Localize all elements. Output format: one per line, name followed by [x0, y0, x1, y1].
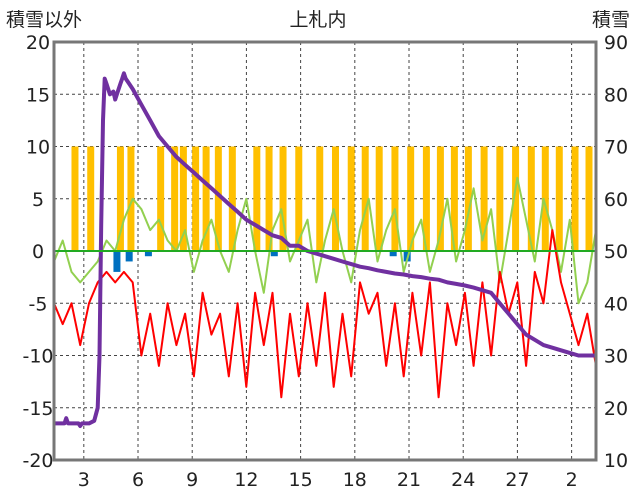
sunshine-bar [316, 146, 324, 251]
right-axis-label: 積雪 [592, 9, 630, 31]
y-right-tick-label: 80 [604, 84, 628, 106]
sunshine-bar [450, 146, 458, 251]
x-tick-label: 24 [451, 469, 475, 491]
sunshine-bar [331, 146, 339, 251]
sunshine-bar [214, 146, 222, 251]
plot-border [52, 40, 598, 462]
x-tick-label: 2 [566, 469, 578, 491]
y-left-tick-label: -10 [22, 346, 53, 368]
sunshine-bar [228, 146, 236, 251]
sunshine-bar [295, 146, 303, 251]
y-right-tick-label: 10 [604, 450, 628, 472]
sunshine-bar [192, 146, 200, 251]
sunshine-bar [541, 146, 549, 251]
left-axis-label: 積雪以外 [6, 9, 82, 31]
y-right-tick-label: 60 [604, 189, 628, 211]
y-left-tick-label: 10 [26, 137, 50, 159]
sunshine-bar [391, 146, 399, 251]
sunshine-bar [375, 146, 383, 251]
y-right-tick-label: 30 [604, 346, 628, 368]
bar-series [71, 146, 593, 272]
sunshine-bar [265, 146, 273, 251]
x-tick-label: 15 [289, 469, 313, 491]
sunshine-bar [361, 146, 369, 251]
y-left-tick-label: 0 [32, 241, 44, 263]
sunshine-bar [512, 146, 520, 251]
sunshine-bar [179, 146, 187, 251]
sunshine-bar [496, 146, 504, 251]
sunshine-bar [422, 146, 430, 251]
sunshine-bar [127, 146, 135, 251]
y-right-tick-label: 90 [604, 32, 628, 54]
x-tick-label: 27 [505, 469, 529, 491]
y-left-tick-label: 15 [26, 84, 50, 106]
precip-bar [144, 251, 152, 257]
line-series [53, 71, 597, 428]
x-tick-label: 21 [397, 469, 421, 491]
sunshine-bar [71, 146, 79, 251]
sunshine-bar [279, 146, 287, 251]
y-left-tick-label: -20 [22, 450, 53, 472]
sunshine-bar [555, 146, 563, 251]
sunshine-bar [464, 146, 472, 251]
y-right-tick-label: 50 [604, 241, 628, 263]
chart-title: 上札内 [289, 9, 346, 31]
precip-bar [270, 251, 278, 257]
sunshine-bar [436, 146, 444, 251]
sunshine-bar [585, 146, 593, 251]
y-left-tick-label: -15 [22, 398, 53, 420]
precip-bar [389, 251, 397, 257]
temp-line [53, 229, 597, 399]
y-left-tick-label: 20 [26, 32, 50, 54]
snow_depth-line [54, 71, 596, 428]
sunshine-bar [87, 146, 95, 251]
sunshine-bar [116, 146, 124, 251]
y-left-tick-label: -5 [29, 293, 48, 315]
sunshine-bar [202, 146, 210, 251]
y-right-tick-label: 20 [604, 398, 628, 420]
sunshine-bar [157, 146, 165, 251]
x-tick-label: 9 [186, 469, 198, 491]
left-axis-ticks: -20 -15 -10 -5 0 5 10 15 20 [22, 32, 53, 472]
right-axis-ticks: 10 20 30 40 50 60 70 80 90 [604, 32, 628, 472]
sunshine-bar [571, 146, 579, 251]
y-right-tick-label: 40 [604, 293, 628, 315]
sunshine-bar [480, 146, 488, 251]
x-tick-label: 12 [234, 469, 258, 491]
sunshine-bar [527, 146, 535, 251]
humidity-line [53, 176, 597, 305]
sunshine-bar [347, 146, 355, 251]
sunshine-bar [407, 146, 415, 251]
x-tick-label: 6 [132, 469, 144, 491]
x-tick-label: 3 [78, 469, 90, 491]
precip-bar [113, 251, 121, 272]
x-axis-ticks: 3 6 9 12 15 18 21 24 27 2 [78, 469, 578, 491]
x-tick-label: 18 [343, 469, 367, 491]
sunshine-bar [253, 146, 261, 251]
y-right-tick-label: 70 [604, 137, 628, 159]
precip-bar [125, 251, 133, 262]
sunshine-bar [171, 146, 179, 251]
y-left-tick-label: 5 [32, 189, 44, 211]
